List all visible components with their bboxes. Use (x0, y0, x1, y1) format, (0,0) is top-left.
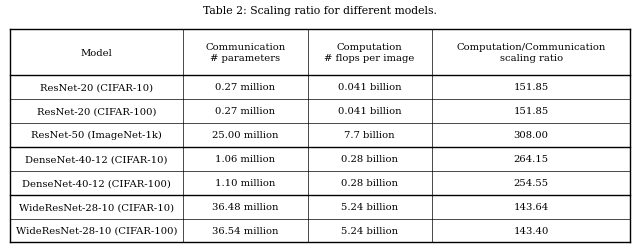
Text: 143.40: 143.40 (513, 226, 548, 235)
Text: 25.00 million: 25.00 million (212, 131, 279, 140)
Text: 1.10 million: 1.10 million (215, 178, 276, 188)
Text: 151.85: 151.85 (513, 107, 548, 116)
Text: ResNet-50 (ImageNet-1k): ResNet-50 (ImageNet-1k) (31, 131, 162, 140)
Text: ResNet-20 (CIFAR-100): ResNet-20 (CIFAR-100) (36, 107, 156, 116)
Text: 0.28 billion: 0.28 billion (341, 154, 398, 164)
Text: Computation/Communication
scaling ratio: Computation/Communication scaling ratio (456, 43, 605, 63)
Text: ResNet-20 (CIFAR-10): ResNet-20 (CIFAR-10) (40, 83, 153, 92)
Text: DenseNet-40-12 (CIFAR-10): DenseNet-40-12 (CIFAR-10) (25, 154, 168, 164)
Text: 36.54 million: 36.54 million (212, 226, 279, 235)
Text: 0.041 billion: 0.041 billion (338, 83, 401, 92)
Text: 143.64: 143.64 (513, 202, 548, 211)
Text: 7.7 billion: 7.7 billion (344, 131, 395, 140)
Bar (10, 30, 630, 242)
Text: 0.041 billion: 0.041 billion (338, 107, 401, 116)
Text: 151.85: 151.85 (513, 83, 548, 92)
Text: 264.15: 264.15 (513, 154, 548, 164)
Text: 308.00: 308.00 (513, 131, 548, 140)
Text: Model: Model (81, 48, 113, 57)
Text: Table 2: Scaling ratio for different models.: Table 2: Scaling ratio for different mod… (203, 6, 437, 16)
Text: WideResNet-28-10 (CIFAR-100): WideResNet-28-10 (CIFAR-100) (16, 226, 177, 235)
Text: Communication
# parameters: Communication # parameters (205, 43, 285, 63)
Text: 5.24 billion: 5.24 billion (341, 202, 398, 211)
Text: WideResNet-28-10 (CIFAR-10): WideResNet-28-10 (CIFAR-10) (19, 202, 174, 211)
Text: 1.06 million: 1.06 million (216, 154, 276, 164)
Text: Computation
# flops per image: Computation # flops per image (324, 43, 415, 63)
Text: 36.48 million: 36.48 million (212, 202, 279, 211)
Text: 0.27 million: 0.27 million (216, 83, 276, 92)
Text: 254.55: 254.55 (513, 178, 548, 188)
Text: DenseNet-40-12 (CIFAR-100): DenseNet-40-12 (CIFAR-100) (22, 178, 171, 188)
Text: 0.27 million: 0.27 million (216, 107, 276, 116)
Text: 5.24 billion: 5.24 billion (341, 226, 398, 235)
Text: 0.28 billion: 0.28 billion (341, 178, 398, 188)
